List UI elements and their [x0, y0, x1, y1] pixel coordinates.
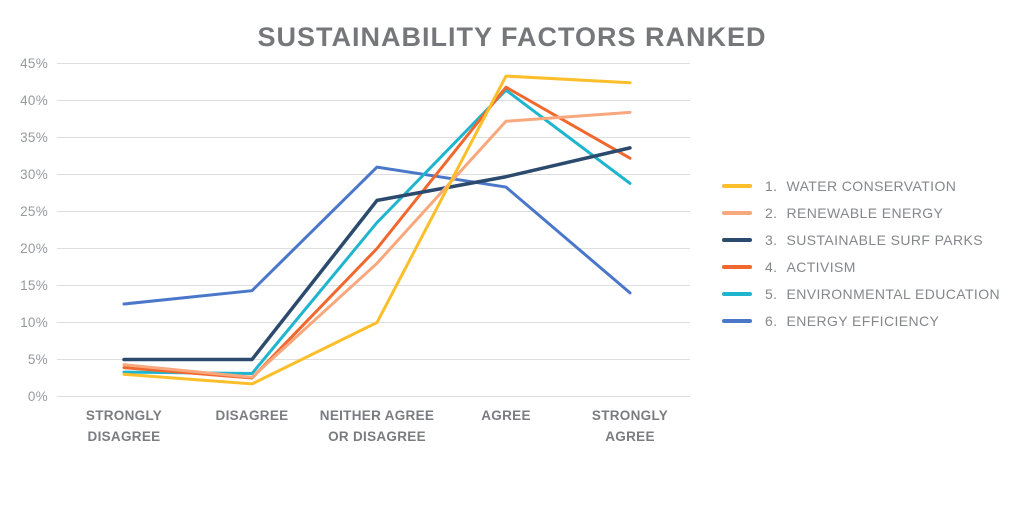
x-axis-tick-label: OR DISAGREE	[328, 429, 426, 444]
x-axis-tick-label: NEITHER AGREE	[320, 408, 434, 423]
series-line-water-conservation	[122, 74, 632, 386]
y-axis-tick-label: 0%	[28, 389, 48, 404]
y-axis-tick-label: 40%	[20, 93, 48, 108]
series-line-renewable-energy	[122, 110, 632, 379]
legend-swatch-energy-efficiency	[722, 318, 752, 323]
series-line-environmental-education	[122, 88, 632, 376]
y-axis-tick-label: 30%	[20, 167, 48, 182]
x-axis-tick-label: AGREE	[481, 408, 531, 423]
x-axis-tick-label: DISAGREE	[216, 408, 289, 423]
legend-swatch-environmental-education	[722, 291, 752, 296]
x-axis-tick-label: STRONGLY	[592, 408, 668, 423]
legend-label: RENEWABLE ENERGY	[786, 204, 944, 221]
legend-swatch-sustainable-surf-parks	[722, 237, 752, 242]
legend-swatch-renewable-energy	[722, 210, 752, 215]
legend-number: 5.	[765, 285, 778, 302]
y-axis-tick-label: 25%	[20, 204, 48, 219]
legend-item-renewable-energy: 2. RENEWABLE ENERGY	[722, 199, 1000, 226]
y-axis-tick-label: 5%	[28, 352, 48, 367]
legend-label: ENERGY EFFICIENCY	[786, 312, 940, 329]
legend-number: 2.	[765, 204, 778, 221]
legend-number: 1.	[765, 177, 778, 194]
legend-item-sustainable-surf-parks: 3. SUSTAINABLE SURF PARKS	[722, 226, 1000, 253]
legend-swatch-activism	[722, 264, 752, 269]
legend-item-activism: 4. ACTIVISM	[722, 253, 1000, 280]
legend-number: 4.	[765, 258, 778, 275]
y-axis-tick-label: 45%	[20, 56, 48, 71]
legend-item-energy-efficiency: 6. ENERGY EFFICIENCY	[722, 307, 1000, 334]
y-axis-tick-label: 15%	[20, 278, 48, 293]
legend-swatch-water-conservation	[722, 183, 752, 188]
legend-item-water-conservation: 1. WATER CONSERVATION	[722, 172, 1000, 199]
y-axis-tick-label: 35%	[20, 130, 48, 145]
chart-legend: 1. WATER CONSERVATION 2. RENEWABLE ENERGY 3.…	[722, 172, 1000, 334]
legend-label: WATER CONSERVATION	[786, 177, 957, 194]
series-line-activism	[122, 85, 632, 380]
legend-label: SUSTAINABLE SURF PARKS	[786, 231, 984, 248]
legend-label: ACTIVISM	[786, 258, 856, 275]
chart-title: SUSTAINABILITY FACTORS RANKED	[257, 22, 767, 52]
x-axis-tick-label: AGREE	[605, 429, 655, 444]
x-axis-tick-label: STRONGLY	[86, 408, 162, 423]
legend-item-environmental-education: 5. ENVIRONMENTAL EDUCATION	[722, 280, 1000, 307]
legend-number: 3.	[765, 231, 778, 248]
legend-number: 6.	[765, 312, 778, 329]
y-axis-tick-label: 10%	[20, 315, 48, 330]
y-axis-tick-label: 20%	[20, 241, 48, 256]
series-line-sustainable-surf-parks	[122, 146, 632, 362]
x-axis-tick-label: DISAGREE	[88, 429, 161, 444]
series-line-energy-efficiency	[122, 165, 632, 306]
legend-label: ENVIRONMENTAL EDUCATION	[786, 285, 1000, 302]
